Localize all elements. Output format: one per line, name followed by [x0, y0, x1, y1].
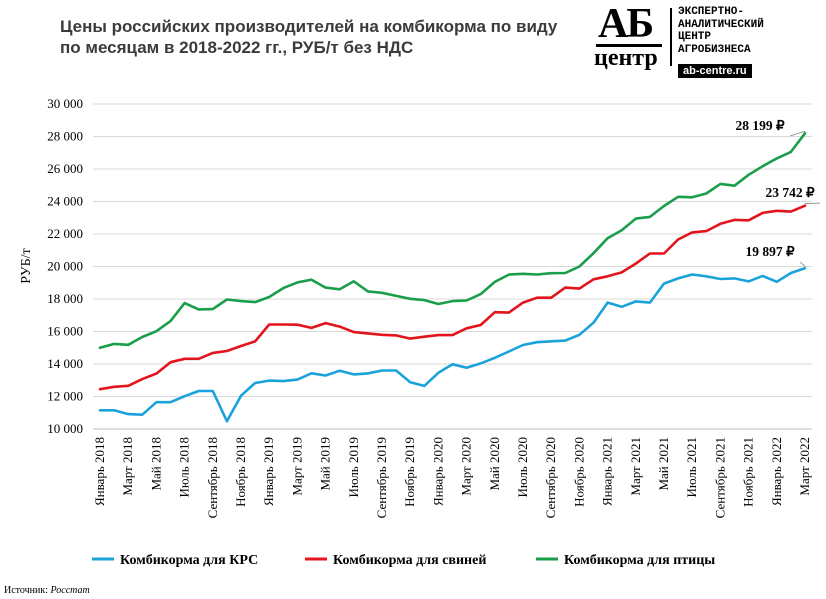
data-label-leader	[799, 261, 806, 267]
data-label-leader	[789, 130, 806, 137]
data-label: 23 742 ₽	[765, 185, 815, 200]
data-label-leader	[804, 202, 821, 205]
x-tick-label: Январь 2022	[769, 437, 784, 506]
x-tick-label: Сентябрь 2021	[712, 437, 727, 518]
x-tick-label: Март 2018	[120, 437, 135, 496]
x-tick-label: Ноябрь 2021	[741, 437, 756, 507]
source-note: Источник: Росстат	[4, 585, 90, 596]
logo-url: ab-centre.ru	[678, 64, 752, 78]
x-tick-label: Январь 2018	[92, 437, 107, 506]
logo-text-line: АНАЛИТИЧЕСКИЙ	[678, 18, 764, 31]
x-tick-label: Ноябрь 2020	[571, 437, 586, 507]
data-label: 19 897 ₽	[745, 244, 795, 259]
y-tick-label: 24 000	[47, 194, 83, 209]
x-tick-label: Май 2021	[656, 437, 671, 491]
series-line	[98, 266, 807, 423]
logo-mark-underline	[596, 44, 662, 47]
logo-separator	[670, 8, 672, 66]
x-tick-label: Июль 2020	[515, 437, 530, 497]
x-tick-label: Январь 2021	[600, 437, 615, 506]
y-tick-label: 22 000	[47, 226, 83, 241]
source-label: Источник:	[4, 585, 49, 596]
x-tick-label: Март 2020	[459, 437, 474, 496]
ab-centre-logo: АБ центр ЭКСПЕРТНО- АНАЛИТИЧЕСКИЙ ЦЕНТР …	[592, 1, 802, 80]
legend-entry: Комбикорма для КРС	[120, 553, 258, 568]
x-tick-label: Март 2019	[289, 437, 304, 496]
x-tick-label: Май 2018	[148, 437, 163, 491]
y-axis-label: РУБ/т	[19, 248, 34, 283]
x-tick-label: Сентябрь 2019	[374, 437, 389, 518]
x-tick-label: Сентябрь 2018	[205, 437, 220, 518]
logo-mark-top: АБ	[598, 1, 654, 47]
series-line	[98, 204, 807, 391]
series-line	[98, 132, 807, 350]
x-tick-label: Июль 2018	[177, 437, 192, 497]
y-tick-label: 30 000	[47, 96, 83, 111]
data-label: 28 199 ₽	[735, 118, 785, 133]
x-tick-label: Март 2022	[797, 437, 812, 496]
y-tick-label: 26 000	[47, 161, 83, 176]
x-tick-label: Сентябрь 2020	[543, 437, 558, 518]
x-tick-label: Январь 2019	[261, 437, 276, 506]
y-tick-label: 18 000	[47, 291, 83, 306]
x-tick-label: Март 2021	[628, 437, 643, 496]
y-tick-label: 28 000	[47, 129, 83, 144]
x-tick-label: Январь 2020	[430, 437, 445, 506]
legend-entry: Комбикорма для свиней	[333, 553, 486, 568]
logo-text-line: ЭКСПЕРТНО-	[678, 6, 745, 18]
x-tick-label: Май 2020	[487, 437, 502, 491]
x-tick-label: Май 2019	[318, 437, 333, 491]
y-tick-label: 12 000	[47, 389, 83, 404]
legend-entry: Комбикорма для птицы	[564, 553, 715, 568]
logo-text-line: АГРОБИЗНЕСА	[678, 43, 751, 56]
x-tick-label: Ноябрь 2018	[233, 437, 248, 507]
y-tick-label: 16 000	[47, 324, 83, 339]
y-tick-label: 10 000	[47, 421, 83, 436]
y-tick-label: 20 000	[47, 259, 83, 274]
logo-mark-bottom: центр	[594, 45, 658, 71]
x-tick-label: Июль 2019	[346, 437, 361, 497]
x-tick-label: Ноябрь 2019	[402, 437, 417, 507]
x-tick-label: Июль 2021	[684, 437, 699, 497]
y-tick-label: 14 000	[47, 356, 83, 371]
logo-text-line: ЦЕНТР	[678, 31, 712, 43]
chart-title: Цены российских производителей на комбик…	[60, 17, 558, 57]
source-value: Росстат	[50, 585, 90, 596]
logo-text: ЭКСПЕРТНО- АНАЛИТИЧЕСКИЙ ЦЕНТР АГРОБИЗНЕ…	[678, 6, 802, 56]
